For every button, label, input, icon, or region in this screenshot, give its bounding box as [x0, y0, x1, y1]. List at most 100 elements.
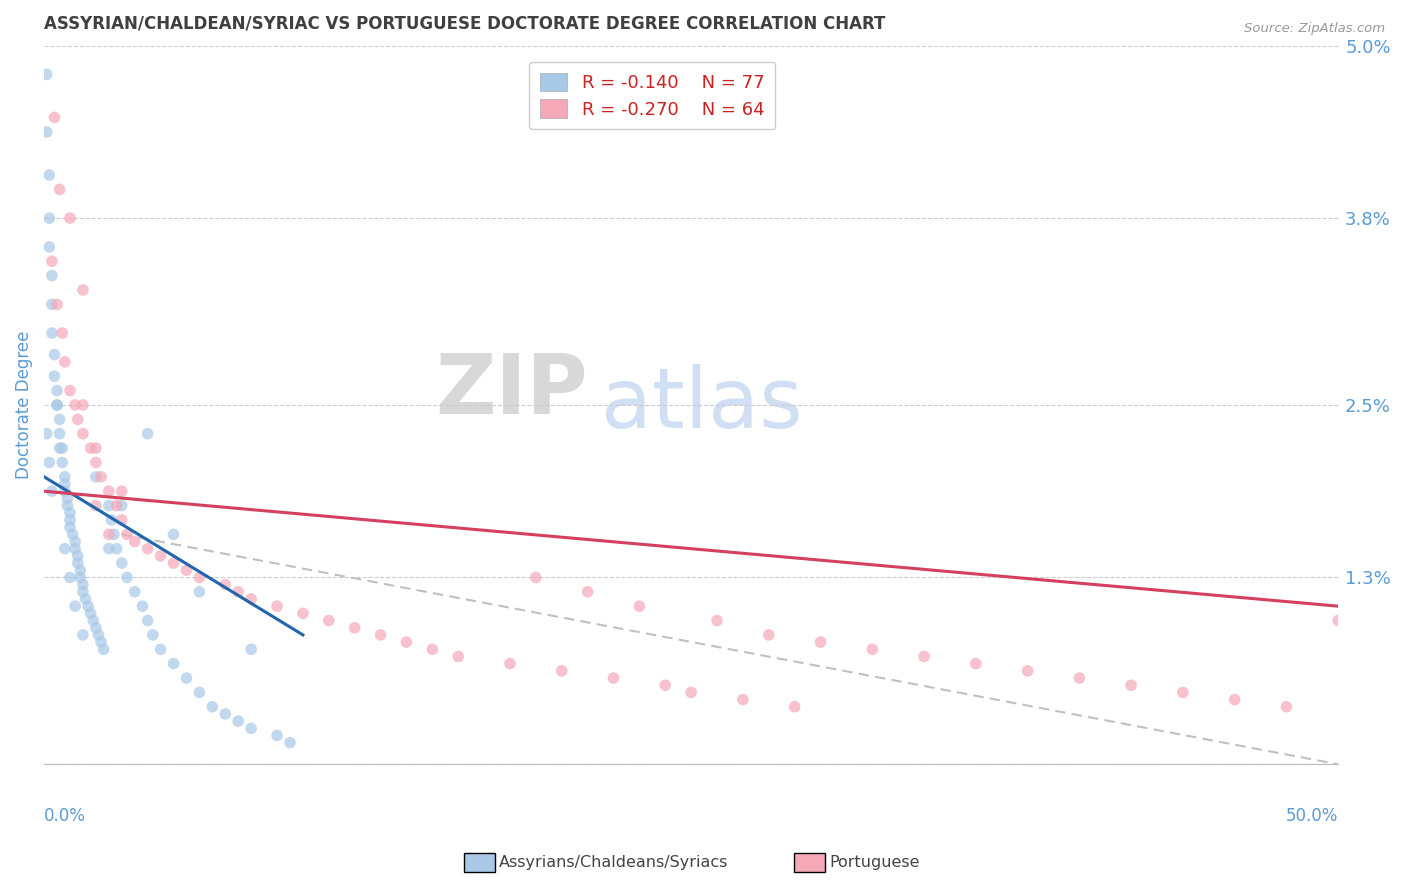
Point	[46, 297, 69, 311]
Point	[38, 211, 60, 226]
Point	[176, 671, 198, 685]
Point	[1327, 614, 1350, 628]
Point	[318, 614, 340, 628]
Point	[124, 534, 146, 549]
Point	[149, 642, 172, 657]
Text: 0.0%: 0.0%	[44, 807, 86, 825]
Point	[226, 584, 249, 599]
Point	[46, 398, 69, 412]
Point	[551, 664, 574, 678]
Point	[53, 541, 76, 556]
Point	[84, 470, 107, 484]
Point	[136, 541, 159, 556]
Point	[162, 527, 184, 541]
Point	[783, 699, 806, 714]
Point	[1069, 671, 1091, 685]
Point	[53, 355, 76, 369]
Point	[56, 499, 79, 513]
Point	[66, 412, 89, 426]
Point	[188, 685, 211, 699]
Point	[46, 384, 69, 398]
Point	[77, 599, 100, 614]
Point	[111, 556, 134, 570]
Point	[35, 67, 58, 81]
Point	[59, 384, 82, 398]
Point	[111, 499, 134, 513]
Point	[214, 706, 236, 721]
Point	[48, 441, 70, 455]
Point	[681, 685, 703, 699]
Point	[1121, 678, 1143, 692]
Point	[162, 657, 184, 671]
Point	[59, 513, 82, 527]
Text: 50.0%: 50.0%	[1286, 807, 1339, 825]
Point	[51, 326, 73, 340]
Point	[41, 268, 63, 283]
Point	[84, 499, 107, 513]
Text: atlas: atlas	[600, 365, 803, 445]
Point	[124, 584, 146, 599]
Point	[420, 642, 443, 657]
Point	[965, 657, 987, 671]
Point	[41, 297, 63, 311]
Point	[1275, 699, 1298, 714]
Point	[103, 527, 125, 541]
Point	[370, 628, 392, 642]
Point	[201, 699, 224, 714]
Point	[105, 499, 128, 513]
Point	[628, 599, 651, 614]
Point	[66, 556, 89, 570]
Point	[35, 125, 58, 139]
Point	[46, 398, 69, 412]
Point	[53, 470, 76, 484]
Point	[266, 599, 288, 614]
Point	[136, 426, 159, 441]
Point	[97, 527, 120, 541]
Point	[343, 621, 366, 635]
Point	[51, 441, 73, 455]
Point	[115, 527, 138, 541]
Point	[499, 657, 522, 671]
Point	[131, 599, 153, 614]
Point	[654, 678, 676, 692]
Point	[87, 628, 110, 642]
Point	[53, 484, 76, 499]
Point	[63, 541, 86, 556]
Point	[41, 484, 63, 499]
Point	[266, 729, 288, 743]
Point	[115, 570, 138, 584]
Point	[51, 455, 73, 469]
Point	[69, 563, 91, 577]
Point	[72, 628, 94, 642]
Point	[97, 484, 120, 499]
Point	[758, 628, 780, 642]
Point	[706, 614, 728, 628]
Point	[35, 426, 58, 441]
Point	[142, 628, 165, 642]
Point	[90, 635, 112, 649]
Point	[111, 484, 134, 499]
Point	[59, 506, 82, 520]
Point	[75, 592, 97, 607]
Text: ASSYRIAN/CHALDEAN/SYRIAC VS PORTUGUESE DOCTORATE DEGREE CORRELATION CHART: ASSYRIAN/CHALDEAN/SYRIAC VS PORTUGUESE D…	[44, 15, 886, 33]
Legend: R = -0.140    N = 77, R = -0.270    N = 64: R = -0.140 N = 77, R = -0.270 N = 64	[530, 62, 775, 129]
Point	[72, 283, 94, 297]
Point	[240, 642, 263, 657]
Point	[214, 577, 236, 591]
Point	[80, 607, 103, 621]
Point	[44, 111, 66, 125]
Point	[63, 599, 86, 614]
Point	[162, 556, 184, 570]
Point	[447, 649, 470, 664]
Point	[149, 549, 172, 563]
Point	[395, 635, 418, 649]
Point	[48, 412, 70, 426]
Point	[41, 254, 63, 268]
Point	[59, 520, 82, 534]
Text: Assyrians/Chaldeans/Syriacs: Assyrians/Chaldeans/Syriacs	[499, 855, 728, 870]
Text: Source: ZipAtlas.com: Source: ZipAtlas.com	[1244, 22, 1385, 36]
Point	[188, 584, 211, 599]
Point	[97, 499, 120, 513]
Point	[72, 584, 94, 599]
Text: Portuguese: Portuguese	[830, 855, 920, 870]
